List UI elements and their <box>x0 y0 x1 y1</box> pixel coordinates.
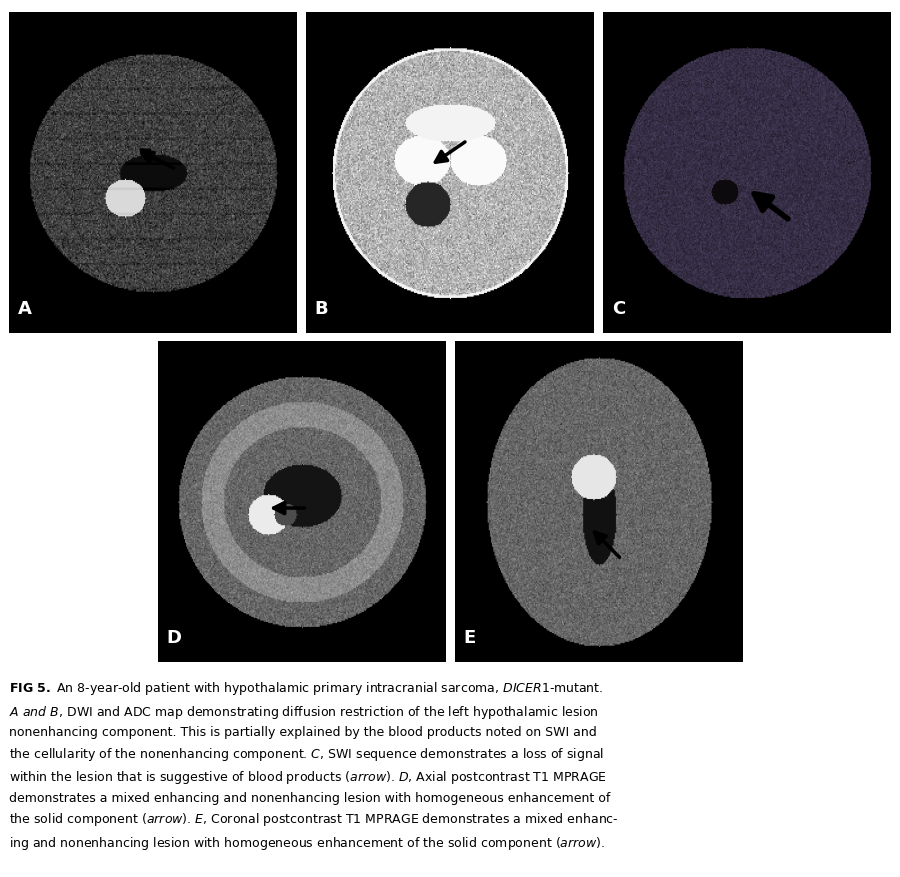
Text: B: B <box>315 299 328 317</box>
Text: $\bf{FIG\ 5.}$ An 8-year-old patient with hypothalamic primary intracranial sarc: $\bf{FIG\ 5.}$ An 8-year-old patient wit… <box>9 679 618 851</box>
Text: C: C <box>612 299 625 317</box>
Text: E: E <box>464 628 475 646</box>
Text: D: D <box>166 628 181 646</box>
Text: A: A <box>18 299 32 317</box>
